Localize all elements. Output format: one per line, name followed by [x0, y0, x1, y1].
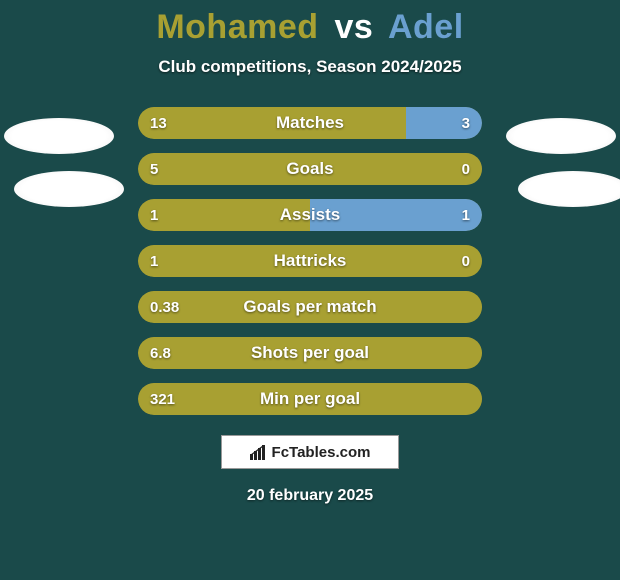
bar-value-right: 0 [462, 153, 470, 185]
bar-label: Hattricks [138, 245, 482, 277]
brand-text: FcTables.com [272, 444, 371, 461]
stat-row: Shots per goal6.8 [138, 337, 482, 369]
stat-row: Goals5 0 [138, 153, 482, 185]
bar-value-left: 1 [150, 245, 158, 277]
stat-row: Matches13 3 [138, 107, 482, 139]
brand-badge: FcTables.com [221, 435, 399, 469]
bar-value-left: 1 [150, 199, 158, 231]
date-text: 20 february 2025 [0, 487, 620, 505]
bar-label: Goals per match [138, 291, 482, 323]
stat-row: Min per goal321 [138, 383, 482, 415]
avatar-right-1 [506, 118, 616, 154]
stat-row: Assists1 1 [138, 199, 482, 231]
avatar-left-1 [4, 118, 114, 154]
bar-value-left: 13 [150, 107, 167, 139]
title-vs: vs [334, 8, 373, 46]
bar-value-right: 3 [462, 107, 470, 139]
avatar-right-2 [518, 171, 620, 207]
title-player2: Adel [388, 8, 464, 46]
bar-label: Min per goal [138, 383, 482, 415]
bar-value-left: 321 [150, 383, 175, 415]
bar-label: Matches [138, 107, 482, 139]
subtitle: Club competitions, Season 2024/2025 [0, 57, 620, 77]
bar-value-left: 5 [150, 153, 158, 185]
bar-value-left: 6.8 [150, 337, 171, 369]
page-title: Mohamed vs Adel [0, 0, 620, 47]
bar-value-right: 1 [462, 199, 470, 231]
stat-bars: Matches133Goals50Assists11Hattricks10Goa… [138, 107, 482, 415]
bar-value-right: 0 [462, 245, 470, 277]
bar-value-left: 0.38 [150, 291, 179, 323]
avatar-left-2 [14, 171, 124, 207]
brand-icon [250, 444, 268, 460]
stat-row: Goals per match0.38 [138, 291, 482, 323]
bar-label: Shots per goal [138, 337, 482, 369]
bar-label: Assists [138, 199, 482, 231]
bar-label: Goals [138, 153, 482, 185]
stat-row: Hattricks1 0 [138, 245, 482, 277]
title-player1: Mohamed [156, 8, 318, 46]
comparison-card: Mohamed vs Adel Club competitions, Seaso… [0, 0, 620, 580]
